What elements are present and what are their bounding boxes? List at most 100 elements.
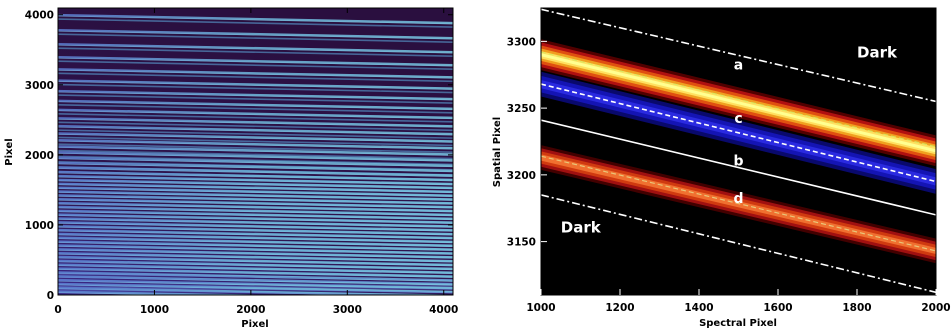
right-x-axis: 1000 1200 1400 1600 1800 2000 bbox=[526, 289, 951, 314]
trace-line-d bbox=[541, 155, 936, 252]
order-trace-upper bbox=[58, 194, 453, 205]
left-x-axis: 0 1000 2000 3000 4000 bbox=[54, 8, 458, 316]
order-trace-lower bbox=[58, 136, 453, 147]
order-trace-core bbox=[58, 196, 453, 205]
order-trace-upper bbox=[58, 259, 453, 271]
right-y-tick-label: 3200 bbox=[507, 170, 536, 182]
order-trace-upper bbox=[58, 198, 453, 209]
order-trace-upper bbox=[58, 263, 453, 274]
order-trace-core bbox=[58, 168, 453, 177]
order-trace-core bbox=[58, 158, 453, 168]
order-trace-core bbox=[58, 184, 453, 194]
order-trace-upper bbox=[58, 178, 453, 190]
order-trace-upper bbox=[58, 55, 453, 67]
order-trace-core bbox=[58, 215, 453, 224]
order-trace-core bbox=[58, 280, 453, 290]
order-trace bbox=[58, 89, 453, 104]
order-trace-upper bbox=[58, 228, 453, 240]
left-panel: 0 1000 2000 3000 4000 0 1000 2000 3000 4000 Pixe… bbox=[4, 7, 458, 330]
order-trace-core bbox=[58, 180, 453, 190]
order-trace-upper bbox=[58, 244, 453, 255]
order-trace-core bbox=[58, 15, 453, 25]
order-trace-core bbox=[58, 81, 453, 90]
order-trace-upper bbox=[58, 186, 453, 197]
left-traces bbox=[58, 13, 453, 295]
order-trace-core bbox=[58, 261, 453, 271]
right-y-axis-label: Spatial Pixel bbox=[492, 117, 503, 187]
left-x-tick-label: 2000 bbox=[236, 304, 265, 316]
order-trace-lower bbox=[58, 129, 453, 139]
order-trace-core bbox=[58, 134, 453, 143]
order-trace-upper bbox=[58, 267, 453, 278]
order-trace-core bbox=[58, 192, 453, 201]
order-trace-lower bbox=[58, 113, 453, 123]
order-trace-upper bbox=[58, 89, 453, 101]
annotation-b: b bbox=[733, 154, 743, 170]
right-annotations: a c b d Dark Dark bbox=[561, 43, 898, 236]
right-y-tick-label: 3300 bbox=[507, 36, 536, 48]
order-trace-upper bbox=[58, 156, 453, 168]
left-y-axis: 0 1000 2000 3000 4000 bbox=[25, 10, 453, 302]
order-trace-lower bbox=[58, 18, 453, 28]
right-x-tick-label: 1000 bbox=[526, 302, 555, 314]
order-trace-core bbox=[58, 163, 453, 173]
order-trace-core bbox=[58, 57, 453, 67]
order-trace bbox=[58, 117, 453, 132]
order-trace-core bbox=[58, 257, 453, 267]
order-trace-core bbox=[58, 153, 453, 162]
order-trace-faint bbox=[58, 285, 453, 294]
left-x-tick-label: 4000 bbox=[429, 304, 458, 316]
fiber-band-a-layer bbox=[541, 53, 936, 153]
fiber-band-d bbox=[541, 145, 936, 264]
left-y-tick-label: 0 bbox=[47, 290, 54, 302]
right-y-axis: 3150 3200 3250 3300 bbox=[507, 36, 547, 249]
order-trace-lower bbox=[58, 103, 453, 114]
order-trace-core bbox=[58, 188, 453, 197]
order-trace bbox=[58, 68, 453, 83]
boundary-line-dashed bbox=[541, 83, 936, 183]
left-plot-frame bbox=[57, 7, 454, 296]
left-y-tick-label: 1000 bbox=[25, 220, 54, 232]
order-trace-core bbox=[58, 250, 453, 259]
boundary-line-solid bbox=[541, 119, 936, 216]
right-y-tick-label: 3250 bbox=[507, 103, 536, 115]
order-trace-core bbox=[58, 140, 453, 150]
order-trace-lower bbox=[58, 83, 453, 94]
order-trace-upper bbox=[58, 255, 453, 267]
order-trace-core bbox=[58, 265, 453, 275]
order-trace-core bbox=[58, 172, 453, 182]
order-trace-lower bbox=[58, 121, 453, 132]
order-trace-core bbox=[58, 44, 453, 54]
left-x-axis-label: Pixel bbox=[241, 319, 268, 330]
order-trace-upper bbox=[58, 205, 453, 217]
left-x-tick-label: 0 bbox=[54, 304, 61, 316]
order-trace-upper bbox=[58, 13, 453, 25]
order-trace-upper bbox=[58, 224, 453, 236]
order-trace-core bbox=[58, 118, 453, 128]
order-trace-core bbox=[58, 176, 453, 186]
order-trace-core bbox=[58, 101, 453, 111]
boundary-line-dash-dot bbox=[541, 194, 936, 294]
order-trace-upper bbox=[58, 161, 453, 173]
left-x-tick-label: 1000 bbox=[140, 304, 169, 316]
order-trace-upper bbox=[58, 166, 453, 177]
trace-line-a bbox=[541, 51, 936, 148]
order-trace-lower bbox=[58, 155, 453, 166]
left-y-axis-label: Pixel bbox=[4, 138, 15, 165]
annotation-dark: Dark bbox=[561, 218, 602, 236]
left-x-tick-label: 3000 bbox=[333, 304, 362, 316]
order-trace-lower bbox=[58, 294, 64, 295]
order-trace-upper bbox=[58, 108, 453, 120]
order-trace-upper bbox=[58, 201, 453, 213]
right-panel: a c b d Dark Dark 1000 1200 1400 1600 1800 2000 31… bbox=[492, 7, 951, 329]
order-trace-upper bbox=[58, 236, 453, 247]
order-trace-core bbox=[58, 211, 453, 221]
right-x-tick-label: 1200 bbox=[605, 302, 634, 314]
right-x-tick-label: 2000 bbox=[921, 302, 950, 314]
right-x-tick-label: 1800 bbox=[842, 302, 871, 314]
order-trace-core bbox=[58, 126, 453, 136]
right-x-tick-label: 1600 bbox=[763, 302, 792, 314]
right-lines bbox=[541, 8, 936, 294]
right-plot-frame bbox=[540, 7, 937, 296]
order-trace-faint bbox=[58, 282, 453, 291]
